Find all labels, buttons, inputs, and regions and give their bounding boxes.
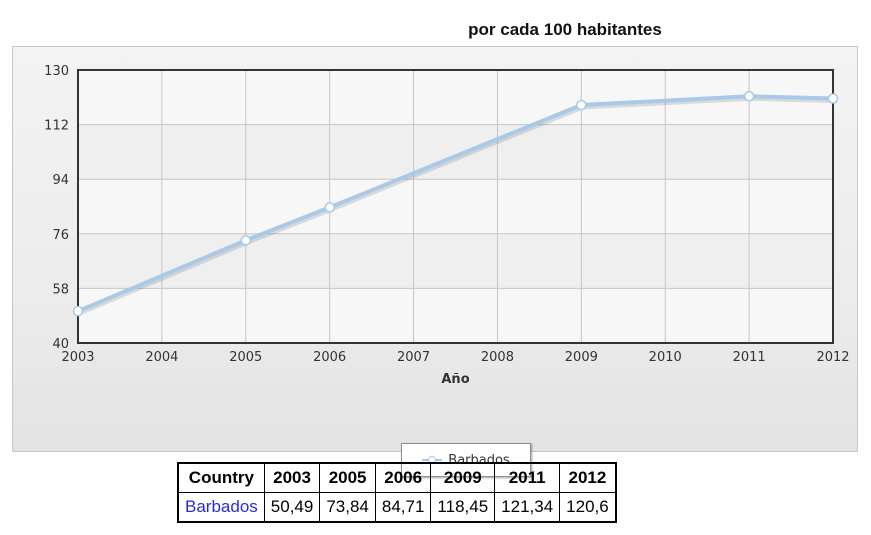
x-tick-label: 2009: [565, 350, 598, 365]
data-table: Country 2003 2005 2006 2009 2011 2012 Ba…: [177, 462, 617, 523]
country-link-barbados[interactable]: Barbados: [177, 492, 265, 523]
x-tick-label: 2003: [61, 350, 94, 365]
x-tick-label: 2011: [733, 350, 766, 365]
table-header-year: 2012: [559, 462, 617, 493]
table-cell-value: 120,6: [559, 492, 617, 523]
chart-title: por cada 100 habitantes: [468, 20, 662, 39]
data-point: [324, 202, 335, 213]
x-tick-label: 2004: [145, 350, 178, 365]
table-header-country: Country: [177, 462, 265, 493]
y-tick-label: 76: [52, 228, 69, 243]
line-chart: 40 58 76 94 112 130 2003 2004 2005 2006 2007 2008 20…: [44, 64, 849, 387]
table-cell-value: 50,49: [263, 492, 321, 523]
table-header-year: 2005: [319, 462, 376, 493]
x-tick-label: 2010: [649, 350, 682, 365]
table-cell-value: 121,34: [494, 492, 561, 523]
y-tick-label: 40: [52, 337, 69, 352]
table-cell-value: 118,45: [430, 492, 496, 523]
x-tick-label: 2006: [313, 350, 346, 365]
plot-border: [77, 69, 834, 344]
table-cell-value: 73,84: [319, 492, 376, 523]
y-tick-label: 94: [52, 173, 69, 188]
table-row: Barbados 50,49 73,84 84,71 118,45 121,34…: [177, 492, 617, 523]
table-cell-value: 84,71: [374, 492, 432, 523]
table-header-year: 2006: [374, 462, 432, 493]
x-tick-label: 2005: [229, 350, 262, 365]
y-tick-label: 58: [52, 282, 69, 297]
data-point: [743, 91, 755, 102]
data-point: [72, 305, 84, 317]
series-line: [77, 94, 834, 314]
table-header-year: 2003: [263, 462, 321, 493]
plot-band: [78, 124, 833, 180]
table-header-row: Country 2003 2005 2006 2009 2011 2012: [177, 462, 617, 493]
x-tick-label: 2008: [481, 350, 514, 365]
x-tick-label: 2007: [397, 350, 430, 365]
y-tick-label: 112: [44, 119, 69, 134]
x-axis-label: Año: [441, 372, 469, 387]
data-point: [240, 235, 252, 246]
plot-band: [78, 233, 833, 289]
chart-panel: 40 58 76 94 112 130 2003 2004 2005 2006 2007 2008 20…: [12, 46, 858, 477]
table-header-year: 2009: [430, 462, 496, 493]
x-tick-label: 2012: [816, 350, 849, 365]
data-point: [576, 99, 587, 111]
plot-area: [78, 70, 833, 343]
table-header-year: 2011: [494, 462, 561, 493]
data-point: [827, 93, 839, 104]
y-tick-label: 130: [44, 64, 69, 79]
